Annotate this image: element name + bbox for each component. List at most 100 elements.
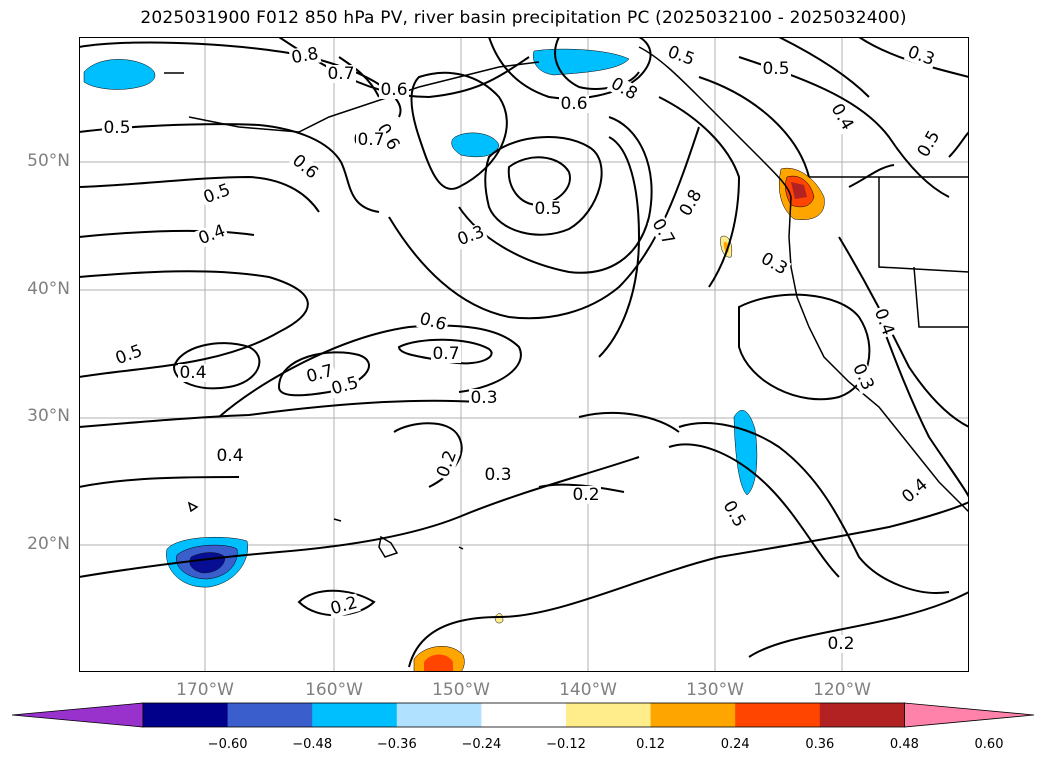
lon-label-120w: 120°W [813, 680, 871, 700]
lat-label-40n: 40°N [27, 279, 70, 299]
lon-label-130w: 130°W [686, 680, 744, 700]
coastlines [164, 46, 969, 558]
colorbar-swatch [396, 703, 482, 727]
contour-label: 0.5 [762, 59, 789, 79]
contour-label-bg [102, 119, 132, 137]
contour-label-bg [111, 341, 147, 369]
pv-contours [79, 37, 969, 668]
contour-label-bg [433, 446, 461, 482]
contour-label-bg [761, 60, 791, 78]
colorbar-tick-label: −0.12 [546, 737, 586, 752]
colorbar-frame [142, 702, 905, 728]
contour-label-bg [431, 345, 461, 363]
contour-label: 0.3 [757, 249, 790, 280]
colorbar-swatch [143, 703, 229, 727]
contour-label: 0.5 [914, 127, 945, 160]
lat-label-30n: 30°N [27, 406, 70, 426]
contour-label: 0.7 [432, 344, 459, 364]
contour-label-bg [826, 635, 856, 653]
contour-label: 0.8 [290, 44, 320, 68]
contour-label-bg [903, 42, 939, 70]
contour-label-bg [194, 221, 230, 249]
contour-label-bg [469, 389, 499, 407]
shade-negative-subtrop-east [733, 410, 758, 496]
colorbar-extend-low [11, 702, 144, 728]
lat-label-20n: 20°N [27, 534, 70, 554]
contour-label: 0.8 [676, 186, 707, 219]
contour-label-bg [326, 65, 356, 83]
colorbar-tick-label: 0.60 [974, 737, 1004, 752]
colorbar-tick-label: −0.24 [461, 737, 502, 752]
lon-label-160w: 160°W [305, 680, 363, 700]
contour-label-bg [215, 447, 245, 465]
contour-label: 0.5 [534, 199, 561, 219]
contour-label: 0.6 [417, 309, 448, 335]
map-canvas: 0.8 0.7 0.5 0.5 0.3 0.5 0.6 0.8 0.6 0.6 0.5 0.4 0.6 0… [79, 37, 969, 672]
colorbar-swatch [650, 703, 736, 727]
colorbar-tick-label: −0.48 [292, 737, 333, 752]
contour-label-bg [199, 180, 235, 208]
contour-label-bg [870, 304, 898, 340]
shade-positive-pnw-peak [791, 182, 807, 199]
contour-label: 0.8 [607, 74, 640, 105]
contour-label-bg [287, 150, 323, 184]
contour-label-bg [718, 496, 750, 532]
colorbar-tick-label: −0.60 [207, 737, 248, 752]
colorbar-swatch [312, 703, 398, 727]
shade-negative-midpac [451, 132, 500, 158]
colorbar-swatch [735, 703, 821, 727]
contour-labels: 0.8 0.7 0.5 0.5 0.3 0.5 0.6 0.8 0.6 0.6 0.5 0.4 0.6 0… [102, 42, 944, 654]
contour-label-bg [571, 486, 601, 504]
contour-label: 0.4 [179, 363, 206, 383]
colorbar-swatch [819, 703, 905, 727]
contour-label: 0.6 [288, 151, 322, 184]
colorbar [11, 702, 1035, 728]
contour-label-bg [897, 474, 933, 508]
colorbar-tick-label: 0.36 [805, 737, 835, 752]
contour-label-bg [559, 95, 589, 113]
contour-label-bg [533, 200, 563, 218]
contour-label-bg [826, 99, 858, 135]
contour-label-bg [303, 361, 337, 387]
contour-label: 0.4 [216, 446, 243, 466]
contour-label: 0.6 [560, 94, 587, 114]
colorbar-tick-label: −0.36 [376, 737, 417, 752]
contour-label-bg [848, 359, 878, 395]
contour-label-bg [453, 222, 489, 250]
precip-shading [83, 48, 825, 672]
contour-label: 0.2 [328, 593, 359, 619]
contour-label: 0.2 [827, 634, 854, 654]
contour-label: 0.5 [103, 118, 130, 138]
colorbar-swatch [481, 703, 567, 727]
contour-label-bg [356, 131, 386, 149]
contour-label-bg [416, 309, 450, 335]
contour-label-bg [606, 73, 642, 105]
contour-label-bg [178, 364, 208, 382]
colorbar-tick-label: 0.48 [889, 737, 919, 752]
contour-label-bg [483, 466, 513, 484]
contour-label: 0.6 [380, 80, 407, 100]
contour-label-bg [327, 593, 361, 619]
contour-label-bg [647, 214, 679, 250]
contour-label-bg [328, 373, 362, 399]
colorbar-swatch [566, 703, 652, 727]
lon-label-150w: 150°W [432, 680, 490, 700]
lon-label-140w: 140°W [559, 680, 617, 700]
colorbar-extend-high [904, 702, 1035, 728]
lon-label-170w: 170°W [176, 680, 234, 700]
colorbar-swatch [227, 703, 313, 727]
shade-negative-gulf [533, 48, 630, 76]
chart-title: 2025031900 F012 850 hPa PV, river basin … [140, 8, 907, 28]
colorbar-tick-label: 0.24 [720, 737, 750, 752]
contour-label: 0.3 [470, 388, 497, 408]
lat-label-50n: 50°N [27, 151, 70, 171]
contour-label-bg [756, 248, 792, 280]
contour-label: 0.7 [357, 130, 384, 150]
contour-label: 0.4 [898, 475, 932, 508]
contour-label: 0.7 [327, 64, 354, 84]
contour-label-bg [913, 126, 945, 162]
contour-label-bg [372, 119, 404, 155]
colorbar-tick-label: 0.12 [636, 737, 666, 752]
contour-label-bg [663, 42, 699, 70]
contour-label: 0.3 [484, 465, 511, 485]
